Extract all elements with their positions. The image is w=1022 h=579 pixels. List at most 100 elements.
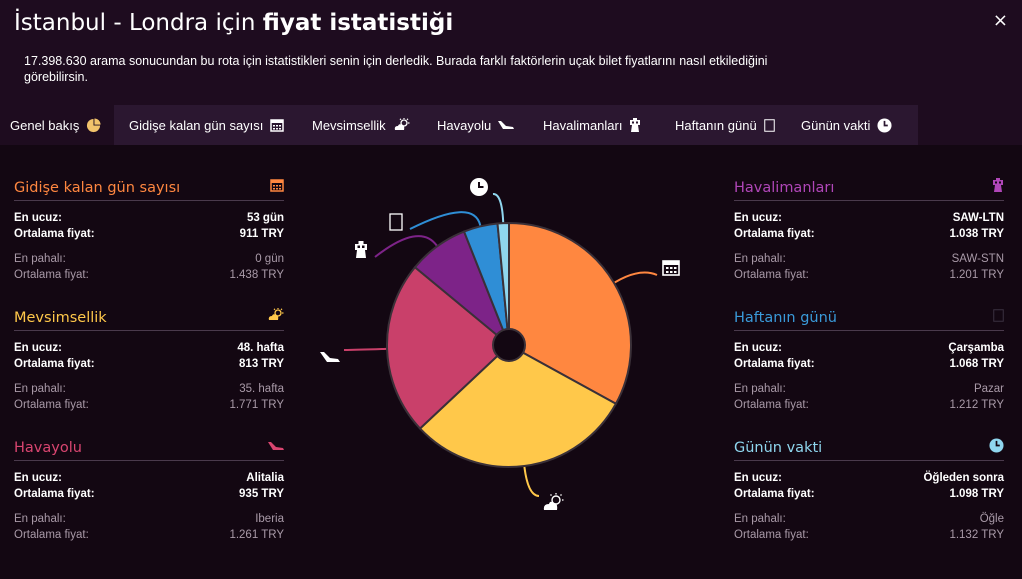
avg-label: Ortalama fiyat:: [734, 529, 809, 541]
avg-label: Ortalama fiyat:: [734, 399, 809, 411]
day-icon: [763, 118, 775, 132]
tab-label: Mevsimsellik: [312, 117, 386, 133]
priciest-value: Pazar: [973, 383, 1004, 395]
panel-days: Gidişe kalan gün sayısı En ucuz: 53 gün O…: [14, 177, 284, 283]
cheapest-label: En ucuz:: [14, 212, 62, 224]
avg-label: Ortalama fiyat:: [14, 358, 95, 370]
priciest-label: En pahalı:: [14, 513, 66, 525]
leader-line-timeofday: [492, 193, 505, 223]
panel-timeofday: Günün vakti En ucuz: Öğleden sonra Ortala…: [734, 437, 1004, 543]
cheapest-value: 53 gün: [246, 212, 284, 224]
cheapest-label: En ucuz:: [734, 342, 782, 354]
cheapest-label: En ucuz:: [14, 342, 62, 354]
day-icon: [389, 213, 403, 231]
airport-tower-icon: [992, 178, 1004, 197]
plane-icon: [268, 439, 284, 457]
avg-label: Ortalama fiyat:: [734, 269, 809, 281]
pie-slice-season[interactable]: [418, 343, 618, 468]
tab-label: Günün vakti: [801, 117, 871, 133]
cheapest-value: 48. hafta: [237, 342, 284, 354]
panel-title: Günün vakti: [734, 439, 823, 456]
weather-icon: [393, 118, 410, 132]
cheapest-avg-value: 813 TRY: [239, 358, 284, 370]
pie-center-hole: [492, 328, 526, 362]
priciest-avg-value: 1.438 TRY: [229, 269, 284, 281]
leader-line-season: [523, 466, 540, 497]
priciest-value: Öğle: [979, 513, 1004, 525]
cheapest-avg-value: 1.098 TRY: [949, 488, 1004, 500]
tab-label: Havayolu: [437, 117, 492, 133]
priciest-avg-value: 1.771 TRY: [229, 399, 284, 411]
plane-icon: [498, 119, 515, 131]
cheapest-value: Öğleden sonra: [923, 472, 1004, 484]
priciest-value: Iberia: [255, 513, 284, 525]
clock-icon: [989, 437, 1004, 458]
cheapest-avg-value: 1.038 TRY: [949, 228, 1004, 240]
tab-weekday[interactable]: Haftanın günü: [647, 105, 775, 145]
leader-line-airline: [343, 347, 387, 351]
pie-slice-timeofday[interactable]: [496, 221, 510, 346]
priciest-label: En pahalı:: [734, 253, 786, 265]
priciest-label: En pahalı:: [734, 513, 786, 525]
pie-slice-airline[interactable]: [386, 265, 511, 430]
cheapest-value: Alitalia: [246, 472, 284, 484]
title-bold: fiyat istatistiği: [262, 10, 454, 36]
avg-label: Ortalama fiyat:: [14, 488, 95, 500]
tab-airports[interactable]: Havalimanları: [516, 105, 647, 145]
priciest-avg-value: 1.201 TRY: [949, 269, 1004, 281]
plane-icon: [320, 352, 340, 362]
priciest-avg-value: 1.212 TRY: [949, 399, 1004, 411]
cheapest-value: Çarşamba: [948, 342, 1004, 354]
panel-airports: Havalimanları En ucuz: SAW-LTN Ortalama f…: [734, 177, 1004, 283]
priciest-label: En pahalı:: [14, 253, 66, 265]
overview-content: Gidişe kalan gün sayısı En ucuz: 53 gün O…: [0, 145, 1022, 579]
priciest-label: En pahalı:: [734, 383, 786, 395]
avg-label: Ortalama fiyat:: [734, 488, 815, 500]
pie-slice-days[interactable]: [508, 221, 632, 406]
tab-bar: Genel bakış Gidişe kalan gün sayısı Mevs…: [0, 105, 918, 145]
avg-label: Ortalama fiyat:: [14, 228, 95, 240]
tab-label: Havalimanları: [543, 117, 623, 133]
tab-timeofday[interactable]: Günün vakti: [773, 105, 918, 145]
cheapest-avg-value: 911 TRY: [239, 228, 284, 240]
tab-overview[interactable]: Genel bakış: [0, 105, 114, 145]
avg-label: Ortalama fiyat:: [734, 358, 815, 370]
tab-label: Genel bakış: [10, 117, 80, 133]
page-title: İstanbul - Londra için fiyat istatistiği: [14, 10, 453, 36]
page-subtitle: 17.398.630 arama sonucundan bu rota için…: [24, 54, 768, 84]
cheapest-value: SAW-LTN: [952, 212, 1004, 224]
avg-label: Ortalama fiyat:: [14, 399, 89, 411]
avg-label: Ortalama fiyat:: [734, 228, 815, 240]
priciest-value: SAW-STN: [951, 253, 1004, 265]
tab-airline[interactable]: Havayolu: [410, 105, 516, 145]
priciest-value: 0 gün: [255, 253, 284, 265]
priciest-avg-value: 1.261 TRY: [229, 529, 284, 541]
avg-label: Ortalama fiyat:: [14, 269, 89, 281]
clock-icon: [470, 178, 488, 196]
clock-icon: [877, 117, 892, 133]
tab-days[interactable]: Gidişe kalan gün sayısı: [114, 105, 294, 145]
pie-chart: [320, 178, 680, 510]
cheapest-label: En ucuz:: [734, 212, 782, 224]
panel-weekday: Haftanın günü En ucuz: Çarşamba Ortalama …: [734, 307, 1004, 413]
tab-label: Haftanın günü: [675, 117, 757, 133]
airport-tower-icon: [629, 118, 641, 132]
close-button[interactable]: ×: [992, 10, 1008, 31]
priciest-value: 35. hafta: [239, 383, 284, 395]
weather-icon: [543, 493, 564, 510]
panel-seasonality: Mevsimsellik En ucuz: 48. hafta Ortalama …: [14, 307, 284, 413]
tab-seasonality[interactable]: Mevsimsellik: [294, 105, 410, 145]
airport-tower-icon: [355, 241, 367, 258]
panel-title: Havayolu: [14, 439, 82, 456]
calendar-icon: [662, 260, 680, 276]
panel-airline: Havayolu En ucuz: Alitalia Ortalama fiyat…: [14, 437, 284, 543]
calendar-icon: [270, 118, 285, 132]
title-prefix: İstanbul - Londra için: [14, 10, 256, 36]
priciest-label: En pahalı:: [14, 383, 66, 395]
day-icon: [993, 308, 1004, 327]
leader-line-airports: [374, 235, 438, 258]
panel-title: Haftanın günü: [734, 309, 838, 326]
cheapest-label: En ucuz:: [14, 472, 62, 484]
panel-title: Gidişe kalan gün sayısı: [14, 179, 181, 196]
tab-label: Gidişe kalan gün sayısı: [129, 117, 264, 133]
